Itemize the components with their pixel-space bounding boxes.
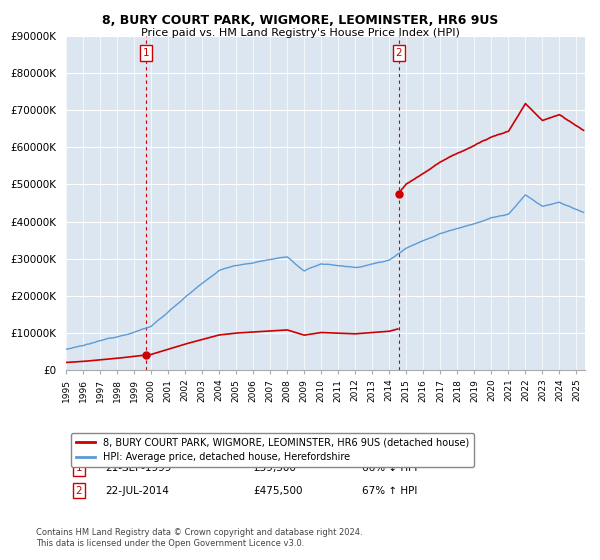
Text: 66% ↓ HPI: 66% ↓ HPI [362,463,417,473]
Text: Price paid vs. HM Land Registry's House Price Index (HPI): Price paid vs. HM Land Registry's House … [140,28,460,38]
Legend: 8, BURY COURT PARK, WIGMORE, LEOMINSTER, HR6 9US (detached house), HPI: Average : 8, BURY COURT PARK, WIGMORE, LEOMINSTER,… [71,433,474,468]
Text: 2: 2 [76,486,82,496]
Text: 21-SEP-1999: 21-SEP-1999 [105,463,172,473]
Text: 1: 1 [143,48,149,58]
Text: 22-JUL-2014: 22-JUL-2014 [105,486,169,496]
Text: £39,500: £39,500 [253,463,296,473]
Text: 2: 2 [395,48,402,58]
Text: 1: 1 [76,463,82,473]
Text: 67% ↑ HPI: 67% ↑ HPI [362,486,417,496]
Text: 8, BURY COURT PARK, WIGMORE, LEOMINSTER, HR6 9US: 8, BURY COURT PARK, WIGMORE, LEOMINSTER,… [102,14,498,27]
Text: Contains HM Land Registry data © Crown copyright and database right 2024.
This d: Contains HM Land Registry data © Crown c… [36,528,362,548]
Text: £475,500: £475,500 [253,486,302,496]
